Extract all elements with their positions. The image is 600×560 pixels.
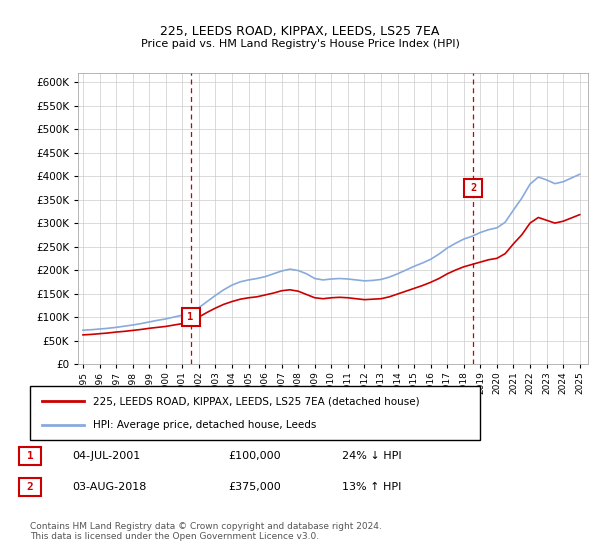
Text: 2: 2 [26,482,34,492]
Text: Price paid vs. HM Land Registry's House Price Index (HPI): Price paid vs. HM Land Registry's House … [140,39,460,49]
Text: 225, LEEDS ROAD, KIPPAX, LEEDS, LS25 7EA (detached house): 225, LEEDS ROAD, KIPPAX, LEEDS, LS25 7EA… [93,396,419,407]
Text: £100,000: £100,000 [228,451,281,461]
Text: 04-JUL-2001: 04-JUL-2001 [72,451,140,461]
Text: 13% ↑ HPI: 13% ↑ HPI [342,482,401,492]
Text: 24% ↓ HPI: 24% ↓ HPI [342,451,401,461]
Text: 1: 1 [187,312,194,322]
Text: Contains HM Land Registry data © Crown copyright and database right 2024.
This d: Contains HM Land Registry data © Crown c… [30,522,382,542]
Text: 03-AUG-2018: 03-AUG-2018 [72,482,146,492]
Text: 1: 1 [26,451,34,461]
Text: 2: 2 [470,183,476,193]
Text: 225, LEEDS ROAD, KIPPAX, LEEDS, LS25 7EA: 225, LEEDS ROAD, KIPPAX, LEEDS, LS25 7EA [160,25,440,38]
Text: HPI: Average price, detached house, Leeds: HPI: Average price, detached house, Leed… [93,419,316,430]
Text: £375,000: £375,000 [228,482,281,492]
